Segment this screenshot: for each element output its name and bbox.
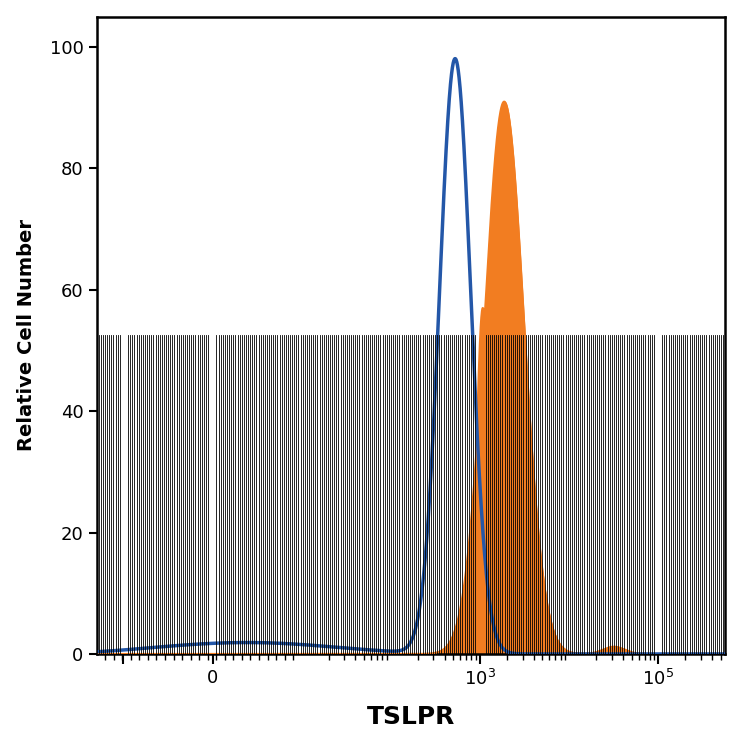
Y-axis label: Relative Cell Number: Relative Cell Number bbox=[16, 219, 36, 451]
X-axis label: TSLPR: TSLPR bbox=[367, 705, 455, 730]
